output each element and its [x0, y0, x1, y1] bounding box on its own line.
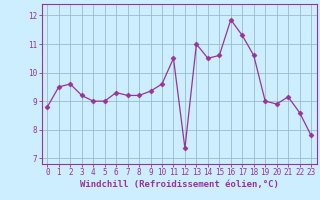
X-axis label: Windchill (Refroidissement éolien,°C): Windchill (Refroidissement éolien,°C): [80, 180, 279, 189]
